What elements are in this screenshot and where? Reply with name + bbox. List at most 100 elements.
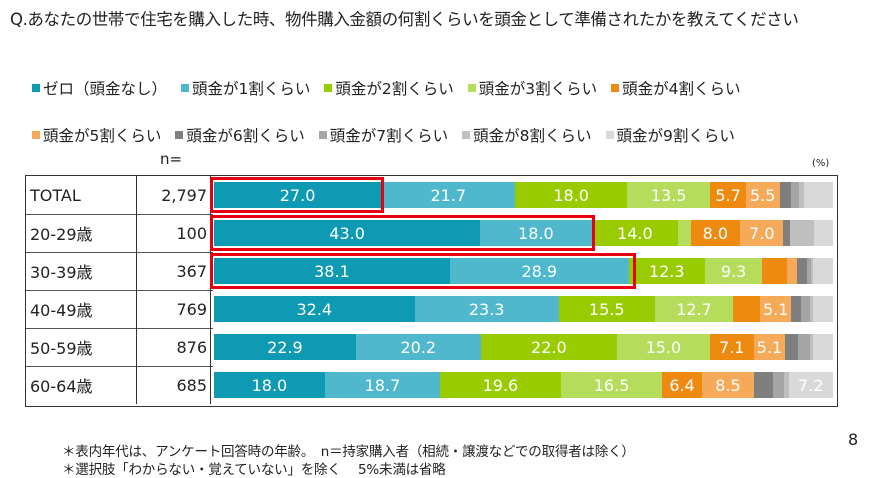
- bar-segment: [801, 296, 811, 322]
- bar-segment: 15.0: [616, 334, 710, 360]
- bar-segment: [810, 296, 814, 322]
- bar-segment: [783, 220, 790, 246]
- row-label: 20-29歳: [26, 214, 137, 252]
- bar-segment: [813, 258, 833, 284]
- bar-segment: [813, 296, 833, 322]
- legend-swatch-icon: [32, 130, 40, 139]
- row-divider: [26, 366, 213, 367]
- bar-segment: [789, 220, 815, 246]
- legend-item: 頭金が7割くらい: [318, 121, 448, 148]
- bar-segment: [797, 334, 811, 360]
- legend-item: 頭金が8割くらい: [462, 121, 592, 148]
- row-label: 50-59歳: [26, 328, 137, 366]
- legend-row-1: ゼロ（頭金なし） 頭金が1割くらい 頭金が2割くらい 頭金が3割くらい 頭金が4割くらい: [32, 74, 852, 101]
- bar-segment: [785, 334, 798, 360]
- bar-segment: 5.5: [745, 182, 780, 208]
- bar-segment: 8.5: [701, 372, 755, 398]
- legend-swatch-icon: [467, 83, 476, 92]
- table-row: 50-59歳 876 22.9 20.2 22.0 15.0 7.1 5.1: [26, 328, 837, 366]
- sample-size: 2,797: [137, 176, 211, 214]
- bar-segment: 14.0: [591, 220, 679, 246]
- bar-segment: 22.9: [214, 334, 356, 360]
- legend-label: 頭金が5割くらい: [43, 126, 162, 145]
- bar-segment: [814, 220, 833, 246]
- legend-label: 頭金が6割くらい: [186, 126, 305, 145]
- bar-segment: [779, 182, 792, 208]
- row-label: 60-64歳: [26, 366, 137, 404]
- legend-label: 頭金が4割くらい: [622, 79, 741, 98]
- legend-label: ゼロ（頭金なし）: [43, 79, 168, 98]
- bar-segment: 5.7: [710, 182, 746, 208]
- bar-segment: 5.1: [759, 296, 792, 322]
- bar-segment: [810, 258, 814, 284]
- bar-segment: 15.5: [558, 296, 655, 322]
- bar-segment: 12.3: [628, 258, 705, 284]
- bar-segment: 18.0: [515, 182, 627, 208]
- legend-swatch-icon: [324, 83, 333, 92]
- stacked-bar: 22.9 20.2 22.0 15.0 7.1 5.1: [214, 334, 833, 360]
- bar-segment: [754, 372, 773, 398]
- bar-segment: 7.2: [788, 372, 833, 398]
- bar-segment: 9.3: [704, 258, 763, 284]
- legend-label: 頭金が8割くらい: [473, 126, 592, 145]
- bar-segment: 18.0: [214, 372, 325, 398]
- table-row: 60-64歳 685 18.0 18.7 19.6 16.5 6.4 8.5 7.2: [26, 366, 837, 404]
- question-title: Q.あなたの世帯で住宅を購入した時、物件購入金額の何割くらいを頭金として準備され…: [10, 10, 799, 29]
- bar-segment: [783, 372, 789, 398]
- legend-item: 頭金が9割くらい: [605, 121, 735, 148]
- legend-item: 頭金が2割くらい: [324, 74, 454, 101]
- bar-segment: 43.0: [214, 220, 481, 246]
- legend-swatch-icon: [318, 130, 327, 139]
- legend-item: 頭金が1割くらい: [181, 74, 310, 101]
- chart-legend: ゼロ（頭金なし） 頭金が1割くらい 頭金が2割くらい 頭金が3割くらい 頭金が4割くらい…: [32, 74, 852, 168]
- bar-segment: 28.9: [449, 258, 629, 284]
- stacked-bar: 32.4 23.3 15.5 12.7 5.1: [214, 296, 833, 322]
- bar-segment: [791, 296, 802, 322]
- n-column-header: n=: [160, 150, 183, 168]
- sample-size: 367: [137, 252, 211, 290]
- bar-segment: 22.0: [480, 334, 617, 360]
- bar-segment: 6.4: [662, 372, 702, 398]
- legend-item: 頭金が6割くらい: [175, 121, 305, 148]
- bar-segment: 7.1: [709, 334, 754, 360]
- table-row: 40-49歳 769 32.4 23.3 15.5 12.7 5.1: [26, 290, 837, 328]
- legend-item: 頭金が3割くらい: [467, 74, 597, 101]
- page-number: 8: [848, 430, 859, 449]
- legend-item: 頭金が5割くらい: [32, 121, 161, 148]
- sample-size: 876: [137, 328, 211, 366]
- bar-segment: [803, 182, 833, 208]
- bar-segment: [772, 372, 784, 398]
- bar-segment: 19.6: [440, 372, 561, 398]
- table-row: 20-29歳 100 43.0 18.0 14.0 8.0 7.0: [26, 214, 837, 252]
- sample-size: 769: [137, 290, 211, 328]
- table-row: TOTAL 2,797 27.0 21.7 18.0 13.5 5.7 5.5: [26, 176, 837, 214]
- bar-segment: 38.1: [214, 258, 450, 284]
- table-row: 30-39歳 367 38.1 28.9 12.3 9.3: [26, 252, 837, 290]
- bar-segment: 16.5: [560, 372, 663, 398]
- sample-size: 685: [137, 366, 211, 404]
- legend-swatch-icon: [462, 130, 471, 139]
- legend-swatch-icon: [32, 83, 40, 92]
- legend-label: 頭金が2割くらい: [335, 79, 454, 98]
- bar-segment: 18.7: [324, 372, 441, 398]
- bar-segment: [733, 296, 760, 322]
- legend-swatch-icon: [611, 83, 620, 92]
- legend-swatch-icon: [175, 130, 184, 139]
- bar-segment: 32.4: [214, 296, 415, 322]
- footnote-1: ＊表内年代は、アンケート回答時の年齢。 n＝持家購入者（相続・譲渡などでの取得者…: [62, 444, 635, 460]
- bar-segment: [806, 258, 811, 284]
- bar-segment: 8.0: [690, 220, 741, 246]
- legend-label: 頭金が9割くらい: [616, 126, 735, 145]
- bar-segment: [762, 258, 788, 284]
- bar-segment: [810, 334, 813, 360]
- bar-segment: 5.1: [753, 334, 786, 360]
- stacked-bar: 43.0 18.0 14.0 8.0 7.0: [214, 220, 833, 246]
- row-divider: [26, 214, 213, 215]
- bar-segment: [678, 220, 691, 246]
- bar-segment: [797, 258, 807, 284]
- legend-item: 頭金が4割くらい: [611, 74, 741, 101]
- legend-swatch-icon: [605, 130, 614, 139]
- sample-size: 100: [137, 214, 211, 252]
- bar-segment: 18.0: [480, 220, 592, 246]
- bar-segment: 21.7: [381, 182, 516, 208]
